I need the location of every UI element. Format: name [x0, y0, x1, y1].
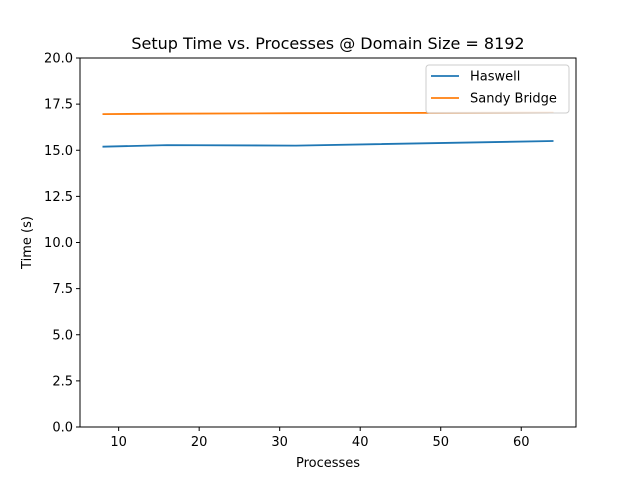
chart-title: Setup Time vs. Processes @ Domain Size =… [131, 34, 524, 53]
y-tick-label: 20.0 [44, 52, 73, 67]
x-tick-label: 10 [110, 435, 127, 450]
x-tick-label: 20 [191, 435, 208, 450]
legend: Haswell Sandy Bridge [425, 64, 570, 114]
x-tick-label: 50 [432, 435, 449, 450]
y-tick-label: 12.5 [44, 190, 73, 205]
x-tick-label: 60 [513, 435, 530, 450]
y-tick-label: 17.5 [44, 98, 73, 113]
x-tick-label: 40 [352, 435, 369, 450]
x-axis-label: Processes [296, 456, 360, 471]
y-tick-label: 10.0 [44, 236, 73, 251]
y-axis-ticks: 0.0 2.5 5.0 7.5 10.0 12.5 15.0 17.5 20.0 [44, 52, 80, 436]
x-tick-label: 30 [271, 435, 288, 450]
y-tick-label: 2.5 [52, 374, 73, 389]
y-tick-label: 0.0 [52, 421, 73, 436]
series-line-0 [102, 140, 554, 148]
y-tick-label: 7.5 [52, 282, 73, 297]
legend-label: Sandy Bridge [470, 92, 557, 107]
plot-series [102, 111, 554, 148]
x-axis-ticks: 10 20 30 40 50 60 [110, 427, 530, 450]
y-tick-label: 5.0 [52, 328, 73, 343]
legend-label: Haswell [470, 70, 520, 85]
y-tick-label: 15.0 [44, 144, 73, 159]
series-line-1 [102, 111, 554, 115]
y-axis-label: Time (s) [20, 216, 35, 270]
legend-box [425, 64, 570, 114]
